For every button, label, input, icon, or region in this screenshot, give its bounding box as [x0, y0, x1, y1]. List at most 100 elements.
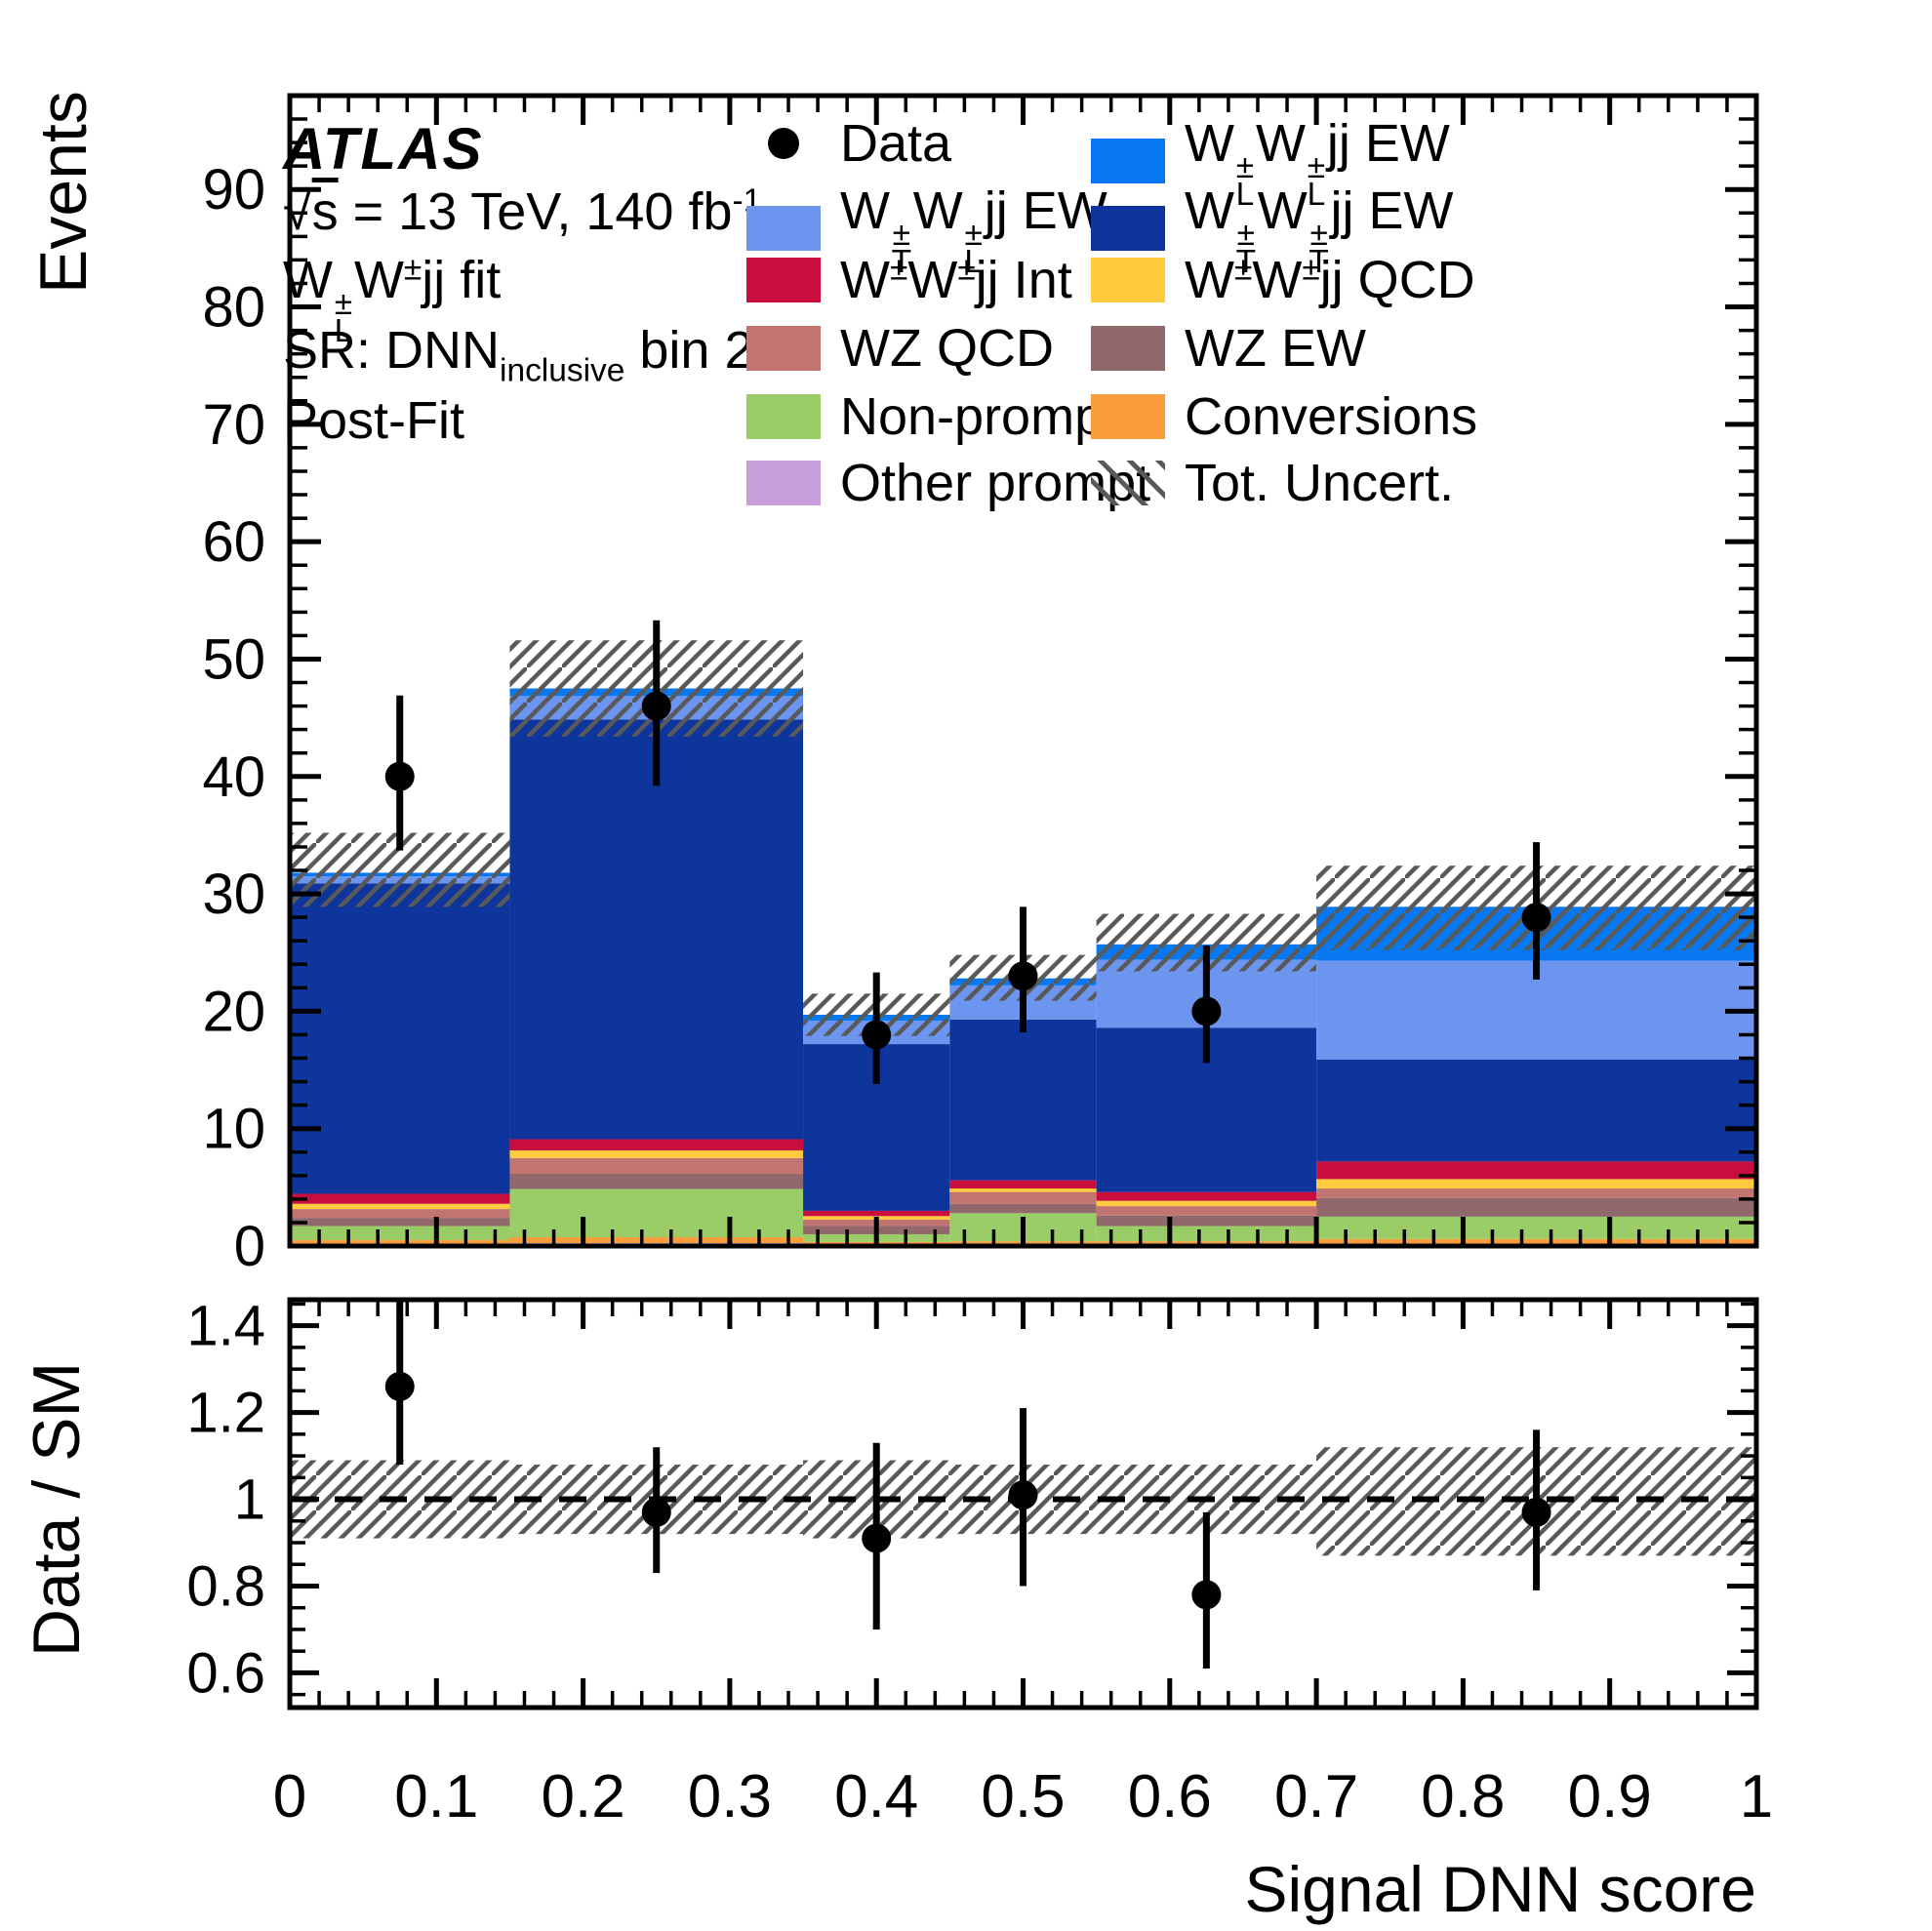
- subscript: inclusive: [500, 352, 625, 389]
- ratio-y-tick-label: 0.8: [186, 1554, 265, 1618]
- stacked-sub: L: [1307, 177, 1326, 214]
- ratio-y-tick-label: 0.6: [186, 1641, 265, 1705]
- text-run: W: [1185, 251, 1234, 309]
- text-run: jj fit: [422, 251, 502, 309]
- legend-item-tot_uncert: Tot. Uncert.: [1091, 453, 1454, 513]
- text-run: W: [840, 251, 890, 309]
- text-run: W: [1255, 114, 1306, 173]
- stack-segment-conversions: [1096, 1241, 1317, 1245]
- ratio-point: [384, 1371, 415, 1401]
- stack-segment-ww_int: [509, 1139, 804, 1150]
- stack-segment-wtwt_ew: [290, 883, 510, 1194]
- text-run: = 13 TeV, 140 fb: [338, 182, 733, 241]
- text-run: jj EW: [1330, 181, 1454, 240]
- legend-item-wz_ew: WZ EW: [1091, 318, 1366, 379]
- stack-segment-ww_int: [803, 1210, 950, 1217]
- y-tick-label: 0: [234, 1215, 265, 1278]
- superscript: ±: [1302, 251, 1320, 288]
- stack-segment-ww_qcd: [509, 1149, 804, 1158]
- stack-segment-wz_ew: [1316, 1197, 1756, 1217]
- stacked-sup: ±: [1309, 216, 1328, 253]
- x-axis-title: Signal DNN score: [1244, 1853, 1756, 1925]
- stack-segment-ww_int: [949, 1180, 1097, 1189]
- color-swatch-ww_qcd: [1091, 258, 1165, 302]
- x-tick-label: 0.7: [1274, 1763, 1358, 1830]
- legend-label-ww_int: W±W±jj Int: [840, 250, 1072, 310]
- ratio-point: [862, 1523, 892, 1553]
- superscript: ±: [957, 251, 976, 288]
- text-run: Data: [840, 114, 952, 173]
- color-swatch-wtwt_ew: [1091, 206, 1165, 252]
- text-run: jj EW: [1326, 114, 1450, 173]
- color-swatch-other_prompt: [746, 461, 821, 505]
- stack-segment-wz_ew: [1096, 1215, 1317, 1227]
- stacked-sub: T: [891, 244, 912, 281]
- text-run: Non-prompt: [840, 387, 1119, 446]
- stack-segment-ww_qcd: [1316, 1179, 1756, 1189]
- legend-label-wz_ew: WZ EW: [1185, 318, 1366, 379]
- stacked-sub: L: [334, 313, 353, 350]
- stack-segment-conversions: [509, 1236, 804, 1243]
- text-run: Conversions: [1185, 387, 1478, 446]
- ratio-y-tick-label: 1.4: [186, 1295, 265, 1358]
- color-swatch-wtwl_ew: [746, 206, 821, 252]
- text-run: W: [353, 251, 404, 309]
- text-run: bin 2: [624, 321, 754, 380]
- y-axis-title-ratio: Data / SM: [20, 1361, 94, 1658]
- superscript: ±: [403, 251, 423, 288]
- ratio-point: [1521, 1497, 1551, 1527]
- stacked-sup: ±: [1307, 148, 1326, 185]
- info-line-region: SR: DNNinclusive bin 2: [283, 320, 753, 389]
- legend-item-non_prompt: Non-prompt: [746, 386, 1118, 447]
- stacked-sub: T: [1308, 244, 1329, 281]
- ratio-point: [1191, 1580, 1222, 1610]
- stack-segment-non_prompt: [1316, 1216, 1756, 1239]
- stack-segment-non_prompt: [509, 1188, 804, 1237]
- stacked-sub: L: [1235, 177, 1255, 214]
- x-tick-label: 0.8: [1421, 1763, 1505, 1830]
- x-tick-label: 0.1: [394, 1763, 478, 1830]
- stack-segment-wz_qcd: [1096, 1206, 1317, 1216]
- text-run: WZ EW: [1185, 319, 1366, 378]
- y-axis-title-events: Events: [26, 91, 101, 294]
- color-swatch-non_prompt: [746, 394, 821, 439]
- stack-segment-wz_qcd: [1316, 1188, 1756, 1198]
- data-point: [641, 691, 671, 721]
- stack-segment-conversions: [290, 1239, 510, 1245]
- y-tick-label: 30: [202, 863, 265, 926]
- color-swatch-wz_ew: [1091, 326, 1165, 371]
- legend-label-conversions: Conversions: [1185, 386, 1477, 447]
- color-swatch-ww_int: [746, 258, 821, 302]
- x-tick-label: 0: [273, 1763, 306, 1830]
- stack-segment-non_prompt: [1096, 1226, 1317, 1242]
- legend-item-other_prompt: Other prompt: [746, 453, 1150, 513]
- ratio-points-group: [384, 1300, 1551, 1669]
- text-run: WZ QCD: [840, 319, 1054, 378]
- y-tick-label: 40: [202, 745, 265, 809]
- text-run: W: [1252, 251, 1303, 309]
- stacked-sup: ±: [964, 216, 983, 253]
- x-tick-label: 0.4: [834, 1763, 918, 1830]
- overline-text: s: [311, 182, 339, 241]
- y-tick-label: 90: [202, 158, 265, 221]
- text-run: jj QCD: [1319, 251, 1475, 309]
- stacked-supsub: ± T: [891, 218, 912, 281]
- data-point: [1008, 961, 1038, 991]
- legend-item-ww_int: W±W±jj Int: [746, 250, 1072, 310]
- legend-label-wz_qcd: WZ QCD: [840, 318, 1054, 379]
- x-tick-label: 0.6: [1128, 1763, 1212, 1830]
- text-run: W: [907, 251, 958, 309]
- stack-segment-wz_qcd: [290, 1209, 510, 1219]
- stacked-supsub: ± T: [1308, 216, 1329, 281]
- stack-segment-wtwt_ew: [1316, 1059, 1756, 1162]
- legend-label-data: Data: [840, 113, 951, 174]
- info-line-lumi: √s = 13 TeV, 140 fb-1: [283, 181, 761, 242]
- stacked-supsub: ± L: [964, 216, 983, 278]
